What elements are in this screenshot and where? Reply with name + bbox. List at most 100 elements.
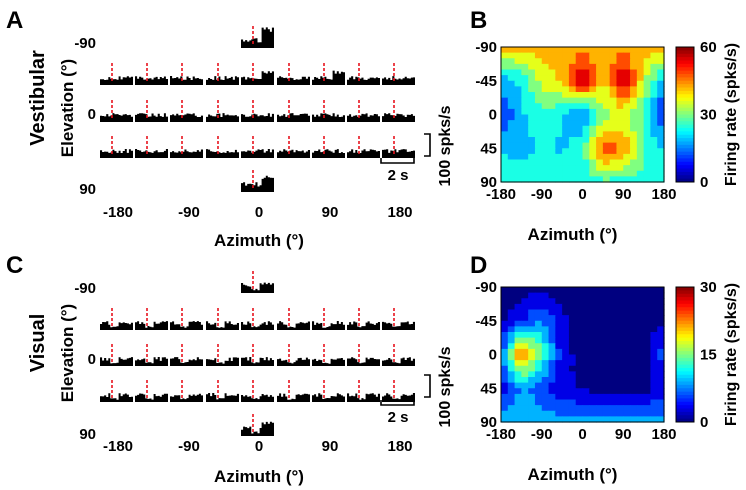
heatmap-cell xyxy=(616,153,624,161)
heatmap-cell xyxy=(541,159,550,166)
heatmap-cell xyxy=(636,108,645,116)
heatmap-cell xyxy=(548,86,556,93)
heatmap-cell xyxy=(616,326,624,333)
psth-cell xyxy=(135,63,168,85)
psth-histogram xyxy=(241,357,274,366)
heatmap-cell xyxy=(548,410,556,417)
colorbar-label: Firing rate (spks/s) xyxy=(723,283,740,426)
heatmap-cell xyxy=(616,287,624,294)
heatmap-cell xyxy=(630,287,638,294)
psth-histogram xyxy=(206,393,239,402)
heatmap-cell xyxy=(575,142,584,149)
heatmap-cell xyxy=(650,303,658,311)
azimuth-tick: 0 xyxy=(255,438,263,455)
psth-histogram xyxy=(135,321,168,330)
heatmap-cell xyxy=(589,416,597,423)
colorbar-segment xyxy=(676,178,694,183)
heatmap-cell xyxy=(636,292,645,299)
psth-cell-bottom xyxy=(241,414,274,436)
heatmap-cell xyxy=(596,348,604,356)
heatmap-cell xyxy=(575,92,584,99)
heatmap-cell xyxy=(582,343,590,350)
heatmap-cell xyxy=(514,153,522,161)
heatmap-cell xyxy=(630,343,638,350)
heatmap-cell xyxy=(514,410,522,417)
heatmap-cell xyxy=(657,114,665,121)
colorbar-segment xyxy=(676,168,694,173)
heatmap-cell xyxy=(623,348,631,356)
heatmap-cell xyxy=(507,148,516,155)
heatmap-cell xyxy=(521,315,529,322)
heatmap-cell xyxy=(589,92,597,99)
psth-cell xyxy=(206,308,239,330)
heatmap-cell xyxy=(534,332,543,339)
heatmap-cell xyxy=(501,114,509,121)
heatmap-cell xyxy=(575,292,584,299)
heatmap-cell xyxy=(643,388,652,395)
heatmap-cell xyxy=(562,103,570,110)
heatmap-cell xyxy=(616,303,624,311)
heatmap-cell xyxy=(507,120,516,127)
heatmap-cell xyxy=(636,114,645,121)
colorbar-segment xyxy=(676,165,694,170)
heatmap-cell xyxy=(568,125,577,132)
heatmap-cell xyxy=(616,337,624,344)
heatmap-cell xyxy=(609,371,618,378)
heatmap-cell xyxy=(548,142,556,149)
psth-cell xyxy=(100,136,133,158)
heatmap-cell xyxy=(609,103,618,110)
heatmap-cell xyxy=(521,69,529,76)
heatmap-cell xyxy=(562,97,570,104)
heatmap-cell xyxy=(575,159,584,166)
heatmap-cell xyxy=(643,292,652,299)
heatmap-cell xyxy=(589,292,597,299)
heatmap-cell xyxy=(521,292,529,299)
heatmap-cell xyxy=(582,410,590,417)
heatmap-cell xyxy=(643,320,652,327)
heatmap-cell xyxy=(630,348,638,356)
heatmap-cell xyxy=(650,365,658,372)
heatmap-cell xyxy=(582,360,590,367)
heatmap-cell xyxy=(514,131,522,138)
psth-cell xyxy=(135,344,168,366)
colorbar-segment xyxy=(676,398,694,403)
psth-histogram xyxy=(135,149,168,158)
colorbar-segment xyxy=(676,141,694,146)
heatmap-cell xyxy=(541,410,550,417)
x-tick-label: 0 xyxy=(578,186,586,203)
heatmap-cell xyxy=(596,52,604,59)
x-tick-label: 180 xyxy=(651,426,676,443)
colorbar: 0 15 30 Firing rate (spks/s) xyxy=(675,279,740,431)
psth-histogram xyxy=(100,321,133,330)
colorbar-segment xyxy=(676,128,694,132)
psth-cell xyxy=(100,100,133,122)
heatmap-cell xyxy=(501,131,509,138)
heatmap-cell xyxy=(575,75,584,82)
heatmap-cell xyxy=(596,108,604,116)
heatmap-cell xyxy=(630,292,638,299)
heatmap-cell xyxy=(521,303,529,311)
heatmap-cell xyxy=(650,63,658,71)
heatmap-cell xyxy=(568,399,577,406)
heatmap-cell xyxy=(589,125,597,132)
azimuth-tick: 180 xyxy=(387,204,412,221)
psth-cell xyxy=(100,308,133,330)
psth-cell xyxy=(277,63,310,85)
heatmap-cell xyxy=(548,58,556,65)
heatmap-cell xyxy=(534,365,543,372)
heatmap-cell xyxy=(596,315,604,322)
heatmap-cell xyxy=(630,360,638,367)
psth-cell xyxy=(241,136,274,158)
heatmap-cell xyxy=(521,63,529,71)
heatmap-cell xyxy=(575,108,584,116)
heatmap-cell xyxy=(650,287,658,294)
heatmap-cell xyxy=(548,137,556,144)
psth-histogram xyxy=(135,113,168,122)
heatmap-cell xyxy=(507,108,516,116)
colorbar: 0 30 60 Firing rate (spks/s) xyxy=(675,39,740,191)
rate-scale-bar xyxy=(424,133,431,157)
heatmap-cell xyxy=(582,315,590,322)
heatmap-cell xyxy=(657,92,665,99)
heatmap-cell xyxy=(575,320,584,327)
psth-histogram xyxy=(382,393,415,402)
